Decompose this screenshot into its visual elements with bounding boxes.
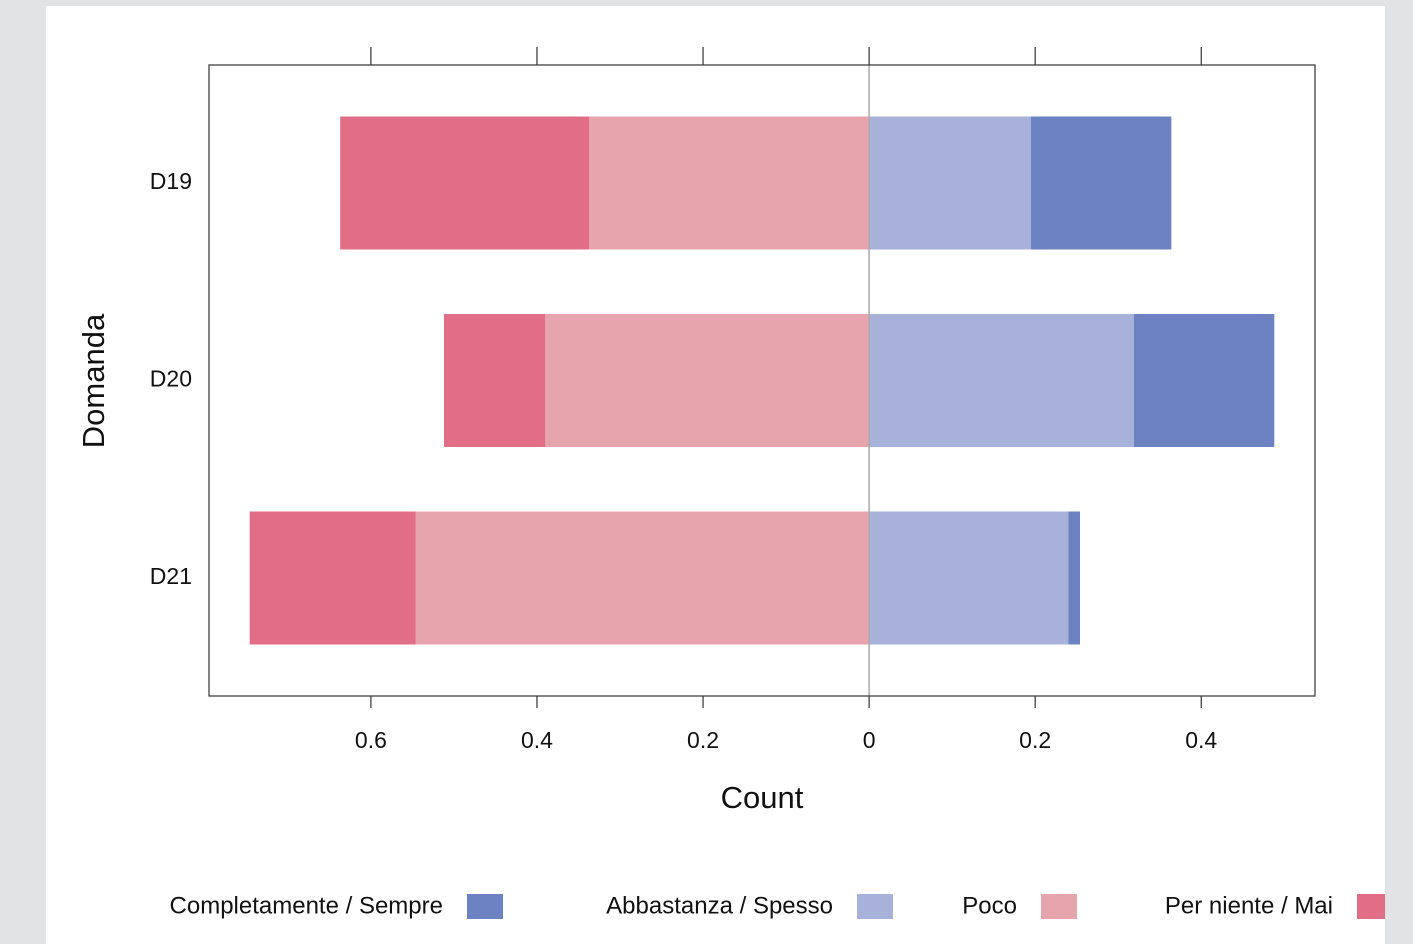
legend-swatch	[857, 894, 893, 919]
y-tick-label: D20	[150, 366, 192, 392]
x-axis-title: Count	[721, 780, 804, 815]
bar-segment	[340, 116, 590, 250]
legend-label: Abbastanza / Spesso	[606, 892, 833, 919]
legend-label: Poco	[962, 892, 1017, 919]
plot-group: Count Domanda D19 D20 D21 0.6 0.4 0.2 0 0.2 0.4 C…	[76, 47, 1385, 919]
bar-segment	[249, 511, 416, 645]
x-tick-label: 0	[863, 727, 876, 753]
x-tick-label: 0.2	[687, 727, 719, 753]
plot-frame	[208, 64, 1316, 697]
bar-segment	[1031, 116, 1172, 250]
legend-swatch	[1041, 894, 1077, 919]
legend-swatch	[1357, 894, 1385, 919]
x-tick-label: 0.4	[1185, 727, 1217, 753]
bar-segment	[869, 116, 1032, 250]
bar-segment	[545, 314, 870, 447]
legend-label: Per niente / Mai	[1165, 892, 1333, 919]
y-tick-label: D19	[150, 168, 192, 194]
bar-segment	[1133, 314, 1275, 447]
y-axis-title: Domanda	[76, 313, 111, 448]
bar-segment	[869, 314, 1134, 447]
y-tick-label: D21	[150, 563, 192, 589]
bar-segment	[869, 511, 1069, 645]
bar-segment	[415, 511, 870, 645]
x-tick-label: 0.4	[521, 727, 553, 753]
legend-label: Completamente / Sempre	[170, 892, 443, 919]
bar-segment	[1068, 511, 1081, 645]
bar-segment	[443, 314, 546, 447]
x-tick-label: 0.2	[1019, 727, 1051, 753]
x-tick-label: 0.6	[355, 727, 387, 753]
bar-segment	[589, 116, 870, 250]
legend-swatch	[467, 894, 503, 919]
